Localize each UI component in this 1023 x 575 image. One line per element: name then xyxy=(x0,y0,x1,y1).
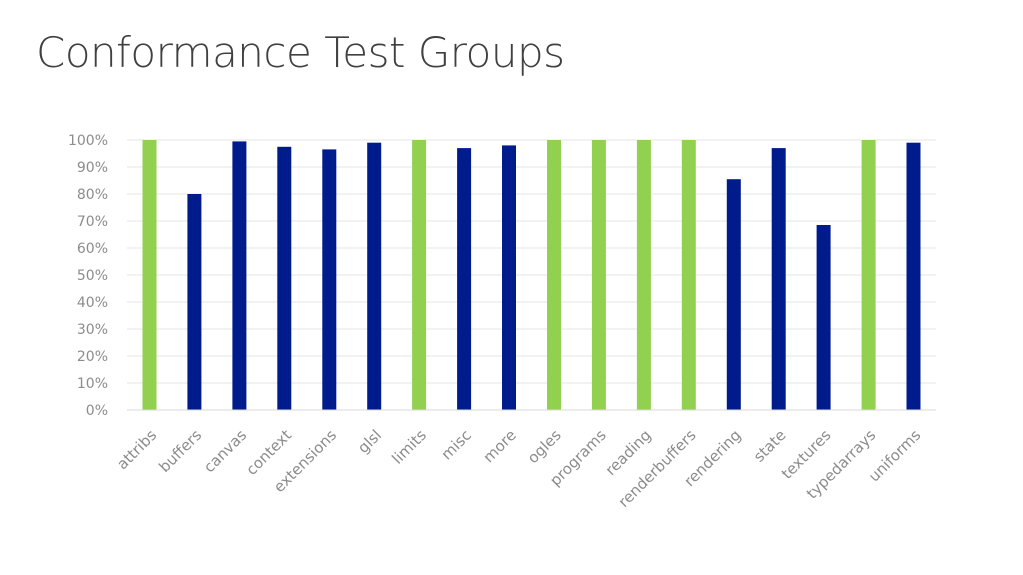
bar-state xyxy=(771,148,786,410)
bar-rendering xyxy=(726,179,741,410)
bar-attribs xyxy=(142,140,157,410)
x-tick-label-misc: misc xyxy=(438,426,475,463)
bar-typedarrays xyxy=(861,140,876,410)
bar-buffers xyxy=(187,194,202,410)
y-tick-label: 100% xyxy=(68,133,108,149)
x-tick-label-buffers: buffers xyxy=(155,426,205,476)
bar-extensions xyxy=(322,149,337,410)
bar-ogles xyxy=(547,140,561,410)
x-tick-label-limits: limits xyxy=(388,426,430,468)
bar-canvas xyxy=(232,141,247,410)
y-tick-label: 50% xyxy=(77,268,108,284)
y-tick-label: 30% xyxy=(77,322,108,338)
slide-title: Conformance Test Groups xyxy=(36,28,565,77)
x-tick-label-state: state xyxy=(750,426,790,466)
y-tick-label: 90% xyxy=(77,160,108,176)
x-tick-label-glsl: glsl xyxy=(354,426,385,457)
bar-reading xyxy=(636,140,651,410)
y-tick-label: 20% xyxy=(77,349,108,365)
bars xyxy=(142,140,921,411)
x-tick-label-canvas: canvas xyxy=(200,426,250,476)
y-tick-label: 60% xyxy=(77,241,108,257)
y-tick-label: 70% xyxy=(77,214,108,230)
bar-programs xyxy=(591,140,606,410)
x-tick-label-ogles: ogles xyxy=(524,426,565,467)
bar-limits xyxy=(412,140,427,410)
x-tick-label-attribs: attribs xyxy=(113,426,160,473)
bar-uniforms xyxy=(906,142,921,410)
bar-context xyxy=(277,146,292,411)
bar-misc xyxy=(457,148,472,410)
x-tick-label-renderbuffers: renderbuffers xyxy=(615,426,700,511)
bar-more xyxy=(502,145,516,410)
gridlines xyxy=(127,139,936,384)
y-tick-label: 40% xyxy=(77,295,108,311)
bar-renderbuffers xyxy=(681,140,696,410)
x-tick-label-more: more xyxy=(480,426,520,466)
y-axis-tick-labels: 0% 10% 20% 30% 40% 50% 60% 70% 80% 90% 100% xyxy=(68,133,108,419)
bar-glsl xyxy=(367,142,382,410)
y-tick-label: 80% xyxy=(77,187,108,203)
y-tick-label: 10% xyxy=(77,376,108,392)
y-tick-label: 0% xyxy=(86,403,108,419)
bar-textures xyxy=(816,225,831,410)
